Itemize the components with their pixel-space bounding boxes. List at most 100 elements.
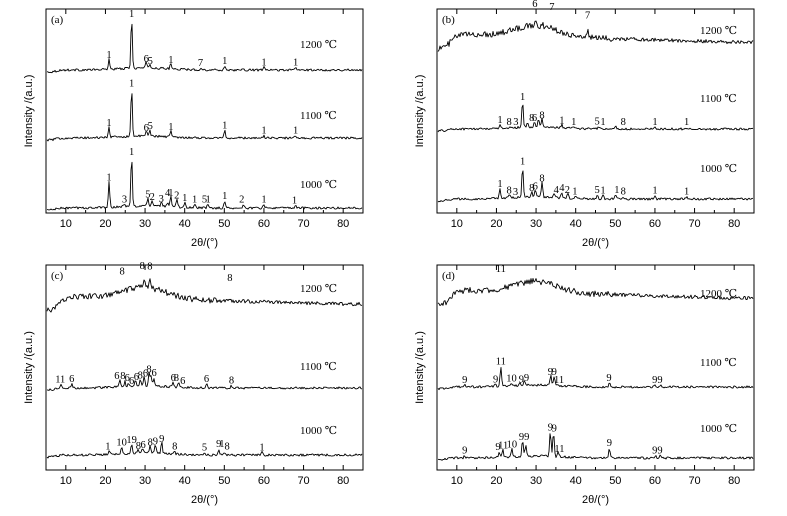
peak-label: 1	[684, 186, 689, 197]
temperature-label: 1000 ℃	[300, 179, 337, 191]
peak-label: 8	[529, 113, 534, 124]
peak-label: 5	[202, 195, 207, 206]
peak-label: 11	[496, 264, 506, 275]
x-tick-label: 60	[258, 475, 270, 487]
peak-label: 6	[144, 54, 149, 65]
peak-label: 9	[153, 437, 158, 448]
peak-label: 11	[498, 440, 508, 451]
peak-label: 99	[519, 432, 530, 443]
peak-label: 6	[204, 374, 209, 385]
x-tick-label: 50	[609, 218, 621, 230]
xrd-trace	[46, 441, 363, 459]
peak-label: 1	[497, 179, 502, 190]
peak-label: 8	[174, 373, 179, 384]
x-tick-label: 40	[179, 218, 191, 230]
x-tick-label: 30	[530, 475, 542, 487]
peak-label: 8	[506, 117, 511, 128]
x-tick-label: 70	[688, 475, 700, 487]
temperature-label: 1100 ℃	[300, 110, 337, 122]
peak-label: 1	[105, 442, 110, 453]
peak-label: 5	[202, 442, 207, 453]
peak-label: 6	[143, 369, 148, 380]
peak-label: 8	[136, 441, 141, 452]
x-tick-label: 50	[609, 475, 621, 487]
peak-label: 1	[497, 115, 502, 126]
peak-label: 6	[171, 373, 176, 384]
peak-label: 1	[572, 186, 577, 197]
peak-label: 5	[148, 56, 153, 67]
panel-b: (b) 10 20 30 40 50 60 70 80 2θ/(°) Intensity /(a.u…	[414, 0, 755, 249]
peak-label: 10	[506, 374, 517, 385]
peak-label: 9	[519, 374, 524, 385]
peak-label: 5	[594, 116, 599, 127]
peak-label: 6	[125, 373, 130, 384]
x-axis-label: 2θ/(°)	[582, 237, 609, 249]
y-axis-label: Intensity /(a.u.)	[23, 331, 35, 404]
x-tick-label: 80	[728, 475, 740, 487]
x-axis-label: 2θ/(°)	[582, 494, 609, 506]
xrd-trace	[437, 20, 754, 52]
peak-label: 7	[549, 2, 554, 13]
peak-label: 6	[152, 368, 157, 379]
series-1: 1200 ℃8 8 88	[46, 261, 363, 313]
peak-label: 8	[148, 437, 153, 448]
series-1: 1200 ℃ 6 7 7	[437, 0, 754, 52]
x-tick-label: 70	[297, 475, 309, 487]
peak-label: 1	[652, 117, 657, 128]
peak-label: 6	[140, 440, 145, 451]
peak-label: 99	[652, 375, 663, 386]
temperature-label: 1000 ℃	[300, 425, 337, 437]
x-tick-label: 80	[337, 475, 349, 487]
xrd-trace	[46, 161, 363, 211]
peak-label: 8	[147, 261, 152, 272]
peak-label: 1	[259, 442, 264, 453]
peak-label: 9	[493, 374, 498, 385]
peak-label: 8	[539, 174, 544, 185]
peak-label: 8	[172, 442, 177, 453]
peak-label: 1	[168, 188, 173, 199]
peak-label: 4	[559, 183, 565, 194]
peak-label: 8	[621, 186, 626, 197]
y-axis-label: Intensity /(a.u.)	[414, 75, 426, 148]
temperature-label: 1100 ℃	[700, 357, 737, 369]
peak-label: 5	[148, 121, 153, 132]
peak-label: 9	[495, 442, 500, 453]
peak-label: 1	[219, 439, 224, 450]
peak-label: 1	[559, 116, 564, 127]
peak-label: 8	[529, 183, 534, 194]
peak-label: 3	[122, 195, 127, 206]
peak-label: 11	[496, 357, 506, 368]
x-tick-label: 80	[728, 218, 740, 230]
peak-label: 10	[116, 437, 127, 448]
peak-label: 6	[533, 181, 538, 192]
peak-label: 6	[144, 123, 149, 134]
xrd-trace	[46, 371, 363, 391]
peak-label: 1	[182, 193, 187, 204]
peak-label: 5	[145, 190, 150, 201]
peak-label: 9	[552, 423, 557, 434]
peak-label: 10	[507, 440, 518, 451]
peak-label: 2	[174, 190, 179, 201]
peak-label: 6	[69, 374, 74, 385]
x-tick-label: 60	[649, 475, 661, 487]
peak-label: 9	[548, 367, 553, 378]
xrd-trace	[46, 93, 363, 142]
peak-label: 1	[168, 122, 173, 133]
y-axis-label: Intensity /(a.u.)	[23, 75, 35, 148]
panel-label: (a)	[51, 14, 64, 26]
peak-label: 1	[520, 157, 525, 168]
peak-label: 9	[216, 439, 221, 450]
peak-label: 1	[652, 186, 657, 197]
peak-label: 9	[606, 373, 611, 384]
peak-label: 4	[165, 188, 171, 199]
x-tick-label: 40	[179, 475, 191, 487]
peak-label: 1	[106, 50, 111, 61]
x-tick-label: 30	[139, 218, 151, 230]
peak-label: 2	[239, 195, 244, 206]
peak-label: 7	[198, 58, 203, 69]
peak-label: 6	[134, 372, 139, 383]
